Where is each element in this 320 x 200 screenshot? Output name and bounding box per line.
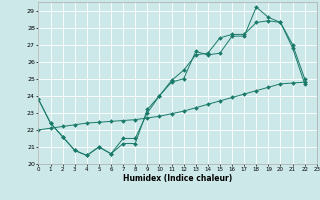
X-axis label: Humidex (Indice chaleur): Humidex (Indice chaleur) <box>123 174 232 183</box>
